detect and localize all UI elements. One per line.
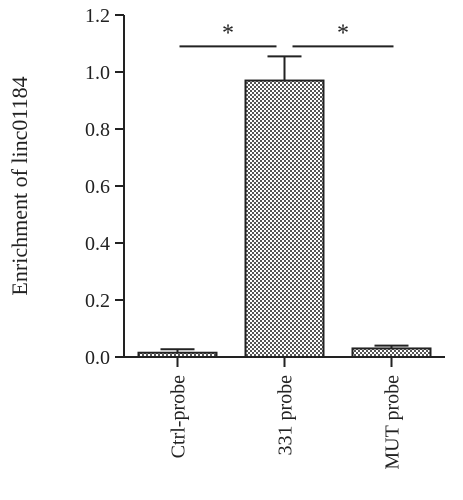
bar [351,347,432,359]
y-tick-label: 0.0 [85,347,110,369]
category-label: MUT probe [382,375,404,470]
bar [244,79,325,359]
bars: Ctrl-probe 331 probe MUT probe [137,55,432,470]
y-tick-label: 1.0 [85,62,110,84]
y-tick-label: 0.8 [85,119,110,141]
category-label: Ctrl-probe [168,375,190,458]
significance-markers: * * [179,20,394,48]
y-tick-label: 0.6 [85,176,110,198]
significance-star: * [222,20,234,46]
bar [137,351,218,359]
y-tick-label: 0.2 [85,290,110,312]
significance-star: * [337,20,349,46]
y-tick-label: 1.2 [85,5,110,27]
y-tick-label: 0.4 [85,233,110,255]
y-axis-label: Enrichment of linc01184 [7,76,32,295]
category-label: 331 probe [275,375,297,456]
